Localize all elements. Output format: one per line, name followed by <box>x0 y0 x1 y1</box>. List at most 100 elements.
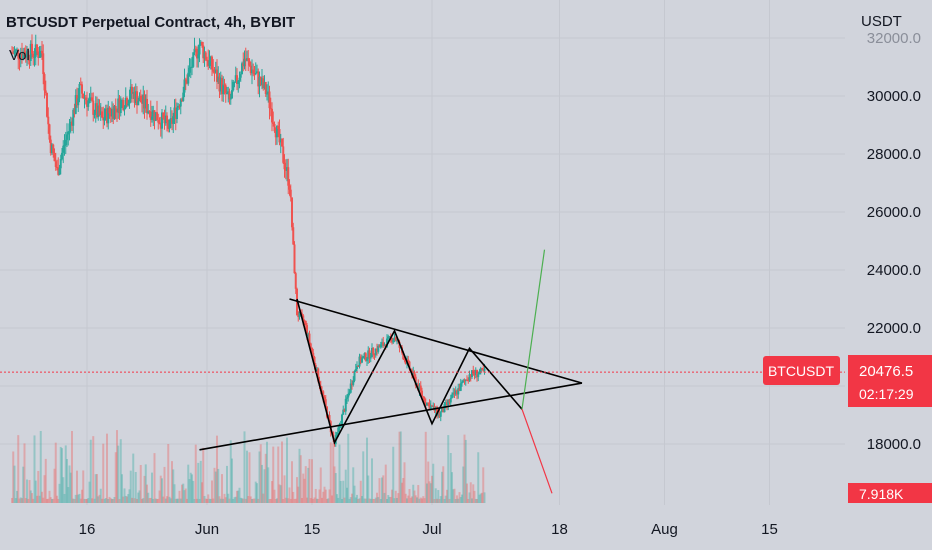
volume-bar <box>192 480 195 503</box>
volume-bar <box>437 490 440 503</box>
candle-body <box>294 273 297 289</box>
symbol-tag <box>763 356 840 385</box>
volume-bar <box>42 497 45 503</box>
volume-bar <box>88 481 91 503</box>
candle-body <box>464 379 467 381</box>
volume-bar <box>69 472 72 503</box>
volume-indicator-label[interactable]: Vol <box>9 47 30 64</box>
candle-body <box>138 95 141 101</box>
candle-body <box>263 82 266 89</box>
candle-body <box>79 83 82 85</box>
volume-bar <box>472 484 475 503</box>
candle-body <box>192 52 195 67</box>
candle-body <box>293 244 296 274</box>
volume-bar <box>448 498 451 503</box>
candle-body <box>143 94 146 109</box>
candle-body <box>137 100 140 106</box>
candle-body <box>67 131 70 135</box>
volume-bar <box>162 496 165 503</box>
candle-body <box>173 107 176 117</box>
candle-body <box>72 109 75 126</box>
candle-body <box>209 56 212 61</box>
volume-bar <box>113 497 116 503</box>
candle-body <box>404 359 407 364</box>
volume-bar <box>173 484 176 503</box>
volume-bar <box>321 497 323 503</box>
candle-body <box>276 125 278 138</box>
volume-bar <box>216 435 218 503</box>
volume-bar <box>249 496 252 503</box>
candle-body <box>164 115 167 124</box>
volume-bar <box>452 489 455 503</box>
price-axis[interactable]: USDT 32000.0 30000.0 28000.0 26000.0 24000.0… <box>763 13 932 503</box>
candle-body <box>163 118 166 124</box>
x-tick-label: 18 <box>551 521 568 538</box>
volume-bar <box>242 498 245 503</box>
volume-bar <box>426 483 428 503</box>
candle-body <box>426 402 428 406</box>
volume-bar <box>333 466 336 503</box>
volume-bar <box>407 495 410 503</box>
candle-body <box>256 71 258 73</box>
volume-bar <box>106 433 108 503</box>
volume-bar <box>61 448 63 503</box>
x-tick-label: Aug <box>651 521 678 538</box>
volume-bar <box>158 490 161 503</box>
volume-bar <box>22 466 25 503</box>
drawings[interactable] <box>199 249 583 494</box>
volume-bar <box>143 475 146 503</box>
candle-body <box>381 342 383 345</box>
volume-bar <box>463 434 466 503</box>
volume-bar <box>222 498 225 503</box>
volume-bar <box>231 458 233 503</box>
volume-bar <box>131 497 133 503</box>
volume-bar <box>19 497 22 503</box>
candle-body <box>342 409 345 415</box>
volume-bar <box>381 477 383 503</box>
candle-body <box>354 368 357 371</box>
candle-body <box>157 120 160 123</box>
candle-body <box>116 108 118 113</box>
candle-body <box>42 53 45 75</box>
candle-body <box>483 368 486 371</box>
time-axis[interactable]: 16 Jun 15 Jul 18 Aug 15 <box>79 521 778 538</box>
volume-bar <box>32 498 35 503</box>
candle-body <box>241 63 243 75</box>
candle-body <box>428 403 431 410</box>
volume-bar <box>389 496 392 503</box>
upper-trendline <box>289 298 583 384</box>
volume-bar <box>93 498 96 503</box>
volume-bar <box>246 450 248 503</box>
volume-bar <box>278 484 281 503</box>
candle-body <box>127 103 130 106</box>
volume-bar <box>142 498 145 503</box>
volume-bar <box>254 481 257 503</box>
candle-body <box>304 320 307 326</box>
volume-bar <box>412 484 415 503</box>
x-tick-label: 15 <box>761 521 778 538</box>
candle-body <box>203 52 206 59</box>
volume-bar <box>53 468 56 503</box>
volume-bar <box>306 497 308 503</box>
candle-body <box>234 75 237 82</box>
volume-bar <box>388 496 391 503</box>
candle-body <box>206 59 208 61</box>
volume-bar <box>402 478 405 503</box>
volume-bar <box>71 430 73 503</box>
volume-bar <box>434 488 437 503</box>
countdown-label: 02:17:29 <box>859 386 914 402</box>
volume-bar <box>408 488 411 503</box>
candle-body <box>386 338 388 348</box>
volume-bar <box>136 498 138 503</box>
volume-bar <box>349 497 352 503</box>
volume-bar <box>417 485 420 503</box>
volume-bar <box>287 498 290 503</box>
candle-body <box>94 103 97 114</box>
candle-body <box>199 41 202 45</box>
candle-body <box>419 385 422 391</box>
volume-bar <box>191 474 193 503</box>
candle-body <box>442 407 445 413</box>
candle-body <box>178 106 181 108</box>
volume-bar <box>346 487 348 503</box>
